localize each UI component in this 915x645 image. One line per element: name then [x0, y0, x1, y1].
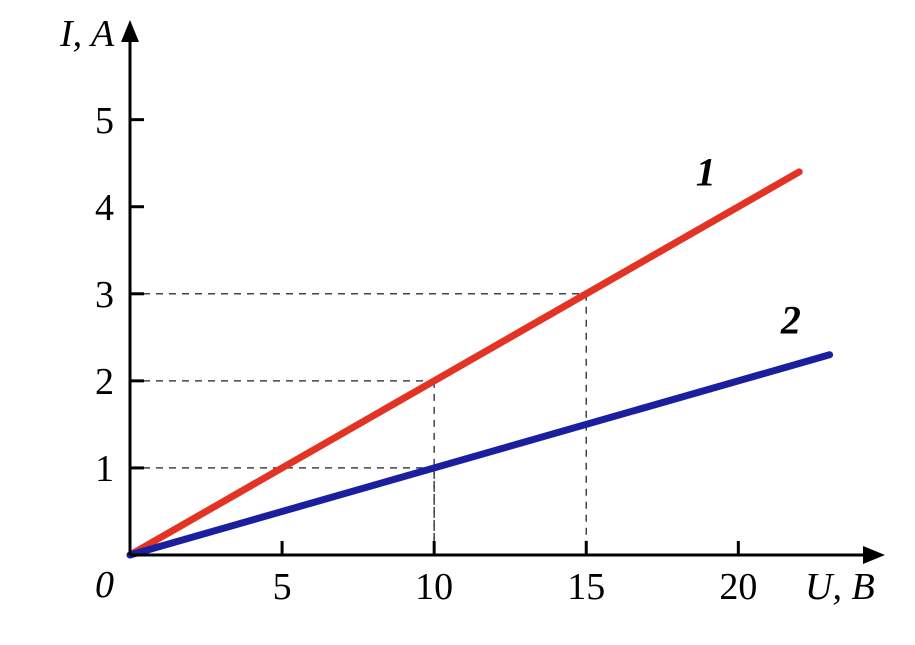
x-tick-label-10: 10 — [415, 566, 453, 608]
y-tick-label-3: 3 — [95, 274, 114, 316]
y-tick-label-2: 2 — [95, 361, 114, 403]
x-tick-label-5: 5 — [273, 566, 292, 608]
x-tick-label-15: 15 — [567, 566, 605, 608]
y-tick-label-4: 4 — [95, 187, 114, 229]
y-tick-label-1: 1 — [95, 448, 114, 490]
y-tick-label-5: 5 — [95, 100, 114, 142]
x-tick-label-20: 20 — [719, 566, 757, 608]
iv-chart: 5 10 15 20 1 2 3 4 5 0 I, A U, B 1 2 — [0, 0, 915, 645]
x-axis-label: U, B — [805, 566, 875, 608]
origin-label: 0 — [95, 564, 114, 606]
line-1-label: 1 — [696, 149, 716, 194]
y-axis-label: I, A — [59, 13, 115, 55]
line-2-label: 2 — [780, 297, 801, 342]
